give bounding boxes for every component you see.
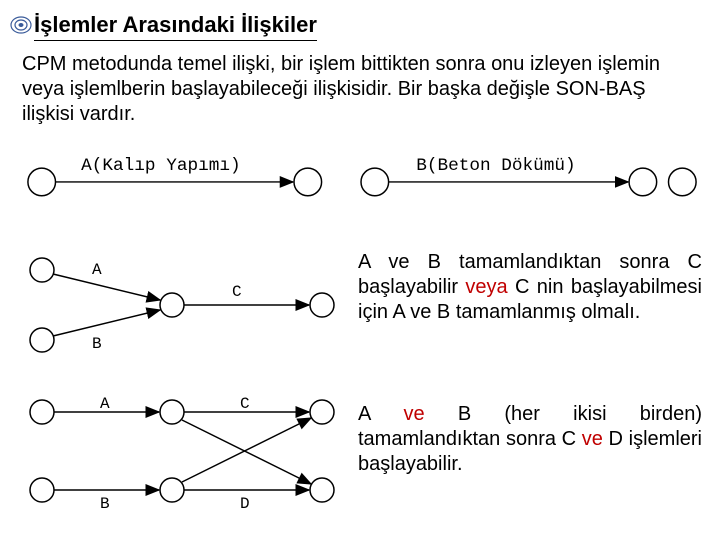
diag2-label-b: B — [92, 335, 102, 353]
diag3-label-b: B — [100, 495, 110, 513]
intro-text: CPM metodunda temel ilişki, bir işlem bi… — [22, 52, 698, 127]
diag3-label-a: A — [100, 395, 110, 413]
caption-ab-to-cd: A ve B (her ikisi birden) tamamlandıktan… — [358, 402, 702, 477]
caption-ab-to-c: A ve B tamamlandıktan sonra C başlayabil… — [358, 250, 702, 325]
diag2-label-a: A — [92, 261, 102, 279]
diag3-label-c: C — [240, 395, 250, 413]
diagram-ab-to-cd: A B C D — [22, 390, 342, 515]
diag1-label-b: B(Beton Dökümü) — [416, 156, 575, 176]
bullet-icon — [10, 14, 32, 36]
diag3-label-d: D — [240, 495, 250, 513]
diagram-ab-to-c: A B C — [22, 248, 342, 363]
page-title: İşlemler Arasındaki İlişkiler — [34, 12, 317, 41]
diagram-ab-chain: A(Kalıp Yapımı) B(Beton Dökümü) — [22, 148, 702, 208]
diag1-label-a: A(Kalıp Yapımı) — [81, 156, 241, 176]
diag2-label-c: C — [232, 283, 242, 301]
